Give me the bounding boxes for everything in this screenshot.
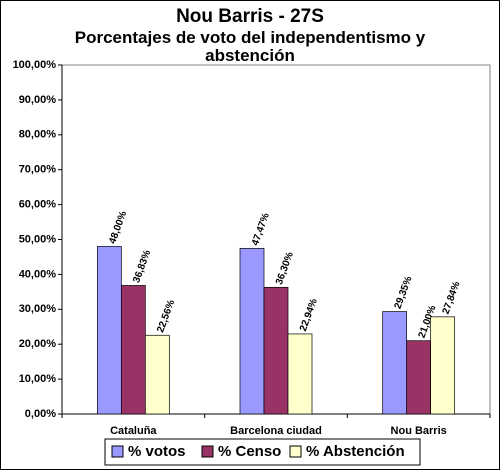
x-tick-label: Nou Barris bbox=[391, 425, 447, 437]
x-tick-label: Barcelona ciudad bbox=[230, 425, 322, 437]
y-tick-label: 90,00% bbox=[19, 94, 57, 106]
legend-label: % Abstención bbox=[306, 443, 405, 460]
bar bbox=[120, 285, 146, 415]
y-tick-label: 100,00% bbox=[13, 59, 57, 71]
legend-swatch bbox=[201, 445, 214, 458]
chart-title: Nou Barris - 27S bbox=[176, 6, 324, 27]
y-tick-label: 40,00% bbox=[19, 268, 57, 280]
legend-swatch bbox=[289, 445, 302, 458]
bar bbox=[406, 340, 432, 415]
y-tick-label: 50,00% bbox=[19, 233, 57, 245]
y-tick-label: 80,00% bbox=[19, 129, 57, 141]
y-tick-label: 30,00% bbox=[19, 303, 57, 315]
legend-box bbox=[104, 438, 421, 466]
y-tick-label: 60,00% bbox=[19, 199, 57, 211]
bar bbox=[263, 286, 289, 415]
bar bbox=[287, 333, 313, 415]
y-tick-label: 20,00% bbox=[19, 338, 57, 350]
y-tick-label: 0,00% bbox=[25, 408, 56, 420]
bar bbox=[382, 311, 408, 415]
x-tick-label: Cataluña bbox=[110, 425, 157, 437]
legend-swatch bbox=[111, 445, 124, 458]
bar bbox=[96, 246, 122, 415]
chart-subtitle: Porcentajes de voto del independentismo … bbox=[74, 28, 426, 65]
bar bbox=[144, 334, 170, 415]
bar bbox=[430, 316, 456, 415]
y-tick-label: 10,00% bbox=[19, 373, 57, 385]
bar bbox=[239, 247, 265, 415]
legend-label: % votos bbox=[128, 443, 186, 460]
legend-label: % Censo bbox=[218, 443, 281, 460]
y-tick-label: 70,00% bbox=[19, 164, 57, 176]
